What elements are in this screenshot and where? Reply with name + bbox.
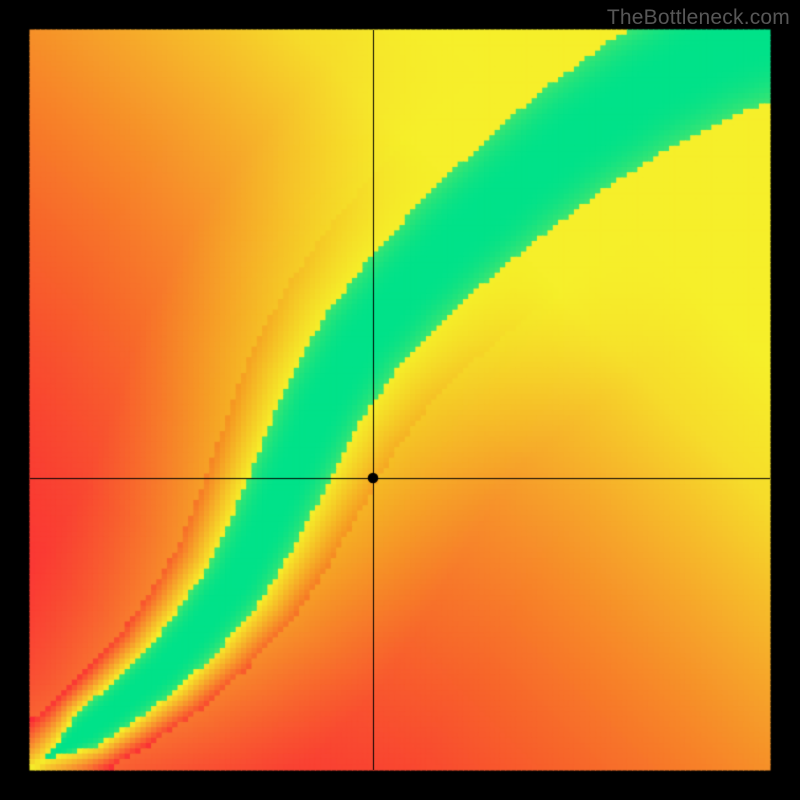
watermark-text: TheBottleneck.com	[607, 6, 790, 30]
chart-container: TheBottleneck.com	[0, 0, 800, 800]
bottleneck-heatmap-canvas	[0, 0, 800, 800]
